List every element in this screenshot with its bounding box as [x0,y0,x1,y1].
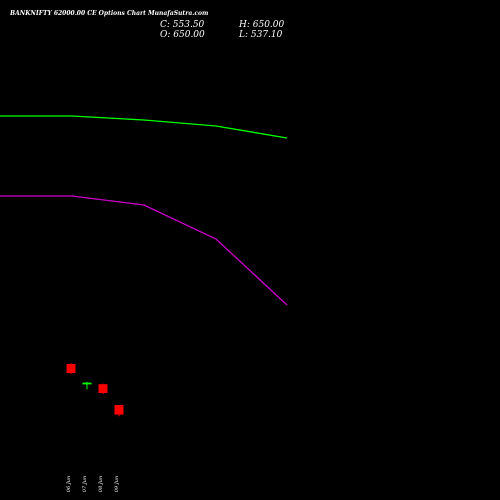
x-tick-label: 06 Jun [66,476,72,492]
low-value: L: 537.10 [238,30,283,40]
x-tick-label: 08 Jun [98,476,104,492]
open-value: O: 650.00 [160,30,205,40]
x-tick-label: 09 Jun [114,476,120,492]
candle-body [66,364,76,373]
indicator-line-1 [0,115,288,139]
candle-body [98,384,108,393]
close-value: C: 553.50 [160,20,205,30]
x-axis-ticks: 06 Jun 07 Jun 08 Jun 09 Jun [66,476,120,492]
indicator-lines [0,115,288,306]
high-value: H: 650.00 [238,20,285,30]
indicator-line-2 [0,195,288,306]
candle-body [114,405,124,415]
chart-title: BANKNIFTY 62000.00 CE Options Chart Muna… [9,10,208,17]
x-tick-label: 07 Jun [82,476,88,492]
candles [66,363,124,417]
candle-body [82,382,92,385]
